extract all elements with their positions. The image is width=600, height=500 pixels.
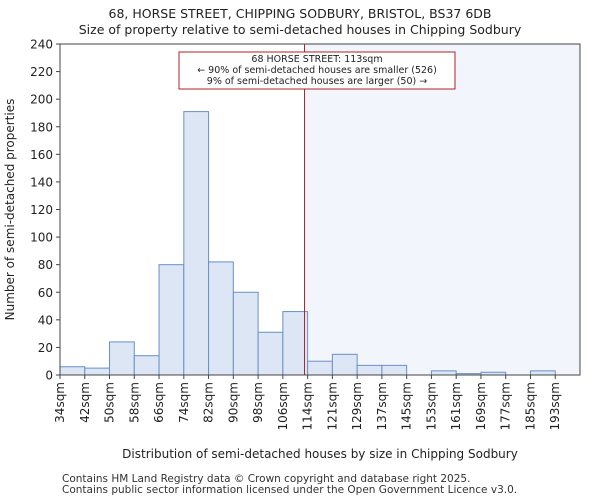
bars-group (59, 111, 556, 376)
x-tick-label: 177sqm (499, 382, 513, 430)
bar-185sqm (529, 370, 556, 376)
annotation-line-3: 9% of semi-detached houses are larger (5… (207, 76, 427, 87)
y-tick-label: 220 (30, 65, 53, 79)
x-tick-label: 185sqm (523, 382, 537, 430)
y-tick-label: 40 (38, 313, 53, 327)
bar-90sqm (232, 291, 259, 376)
x-tick-label: 74sqm (177, 382, 191, 423)
x-tick-label: 169sqm (474, 382, 488, 430)
bar-121sqm (331, 353, 358, 376)
footer-attribution-2: Contains public sector information licen… (62, 484, 518, 496)
chart-title: 68, HORSE STREET, CHIPPING SODBURY, BRIS… (108, 6, 492, 21)
larger-region-highlight (304, 44, 580, 375)
x-axis-label: Distribution of semi-detached houses by … (122, 447, 518, 461)
y-tick-label: 20 (38, 341, 53, 355)
x-tick-label: 90sqm (226, 382, 240, 423)
bar-153sqm (430, 370, 457, 376)
bar-137sqm (381, 364, 408, 376)
x-tick-label: 145sqm (400, 382, 414, 430)
x-tick-label: 114sqm (301, 382, 315, 430)
y-tick-label: 80 (38, 258, 53, 272)
bar-106sqm (282, 311, 309, 376)
x-tick-label: 161sqm (449, 382, 463, 430)
x-tick-label: 121sqm (325, 382, 339, 430)
y-tick-label: 200 (30, 93, 53, 107)
chart-subtitle: Size of property relative to semi-detach… (78, 22, 522, 37)
y-tick-label: 140 (30, 175, 53, 189)
y-tick-label: 100 (30, 231, 53, 245)
x-tick-label: 193sqm (548, 382, 562, 430)
footer-attribution-1: Contains HM Land Registry data © Crown c… (62, 473, 471, 485)
x-axis: 34sqm 42sqm 50sqm 58sqm 66sqm 74sqm 82sqm 90sqm… (53, 375, 562, 430)
y-tick-label: 160 (30, 148, 53, 162)
bar-114sqm (307, 360, 333, 376)
x-tick-label: 34sqm (53, 382, 67, 423)
bar-74sqm (183, 111, 210, 376)
y-tick-label: 240 (30, 38, 53, 52)
x-tick-label: 129sqm (350, 382, 364, 430)
bar-98sqm (257, 331, 284, 376)
y-tick-label: 60 (38, 286, 53, 300)
x-tick-label: 137sqm (375, 382, 389, 430)
x-tick-label: 153sqm (424, 382, 438, 430)
annotation-line-1: 68 HORSE STREET: 113sqm (251, 54, 382, 65)
y-axis: 0 20 40 60 80 100 120 140 160 180 200 220 240 (30, 38, 60, 383)
bar-129sqm (356, 364, 383, 376)
bar-42sqm (84, 367, 111, 376)
bar-34sqm (59, 366, 86, 376)
y-tick-label: 0 (45, 369, 53, 383)
x-tick-label: 42sqm (78, 382, 92, 423)
bar-58sqm (133, 355, 160, 376)
x-tick-label: 58sqm (127, 382, 141, 423)
y-tick-label: 120 (30, 203, 53, 217)
bar-50sqm (109, 341, 135, 376)
annotation-box: 68 HORSE STREET: 113sqm ← 90% of semi-de… (178, 51, 456, 90)
annotation-border (178, 51, 456, 90)
bar-82sqm (208, 261, 234, 376)
x-tick-label: 82sqm (202, 382, 216, 423)
y-axis-label: Number of semi-detached properties (3, 99, 17, 321)
x-tick-label: 50sqm (103, 382, 117, 423)
x-tick-label: 98sqm (251, 382, 265, 423)
x-tick-label: 66sqm (152, 382, 166, 423)
y-tick-label: 180 (30, 120, 53, 134)
annotation-line-2: ← 90% of semi-detached houses are smalle… (197, 65, 437, 76)
x-tick-label: 106sqm (276, 382, 290, 430)
bar-66sqm (158, 264, 185, 376)
